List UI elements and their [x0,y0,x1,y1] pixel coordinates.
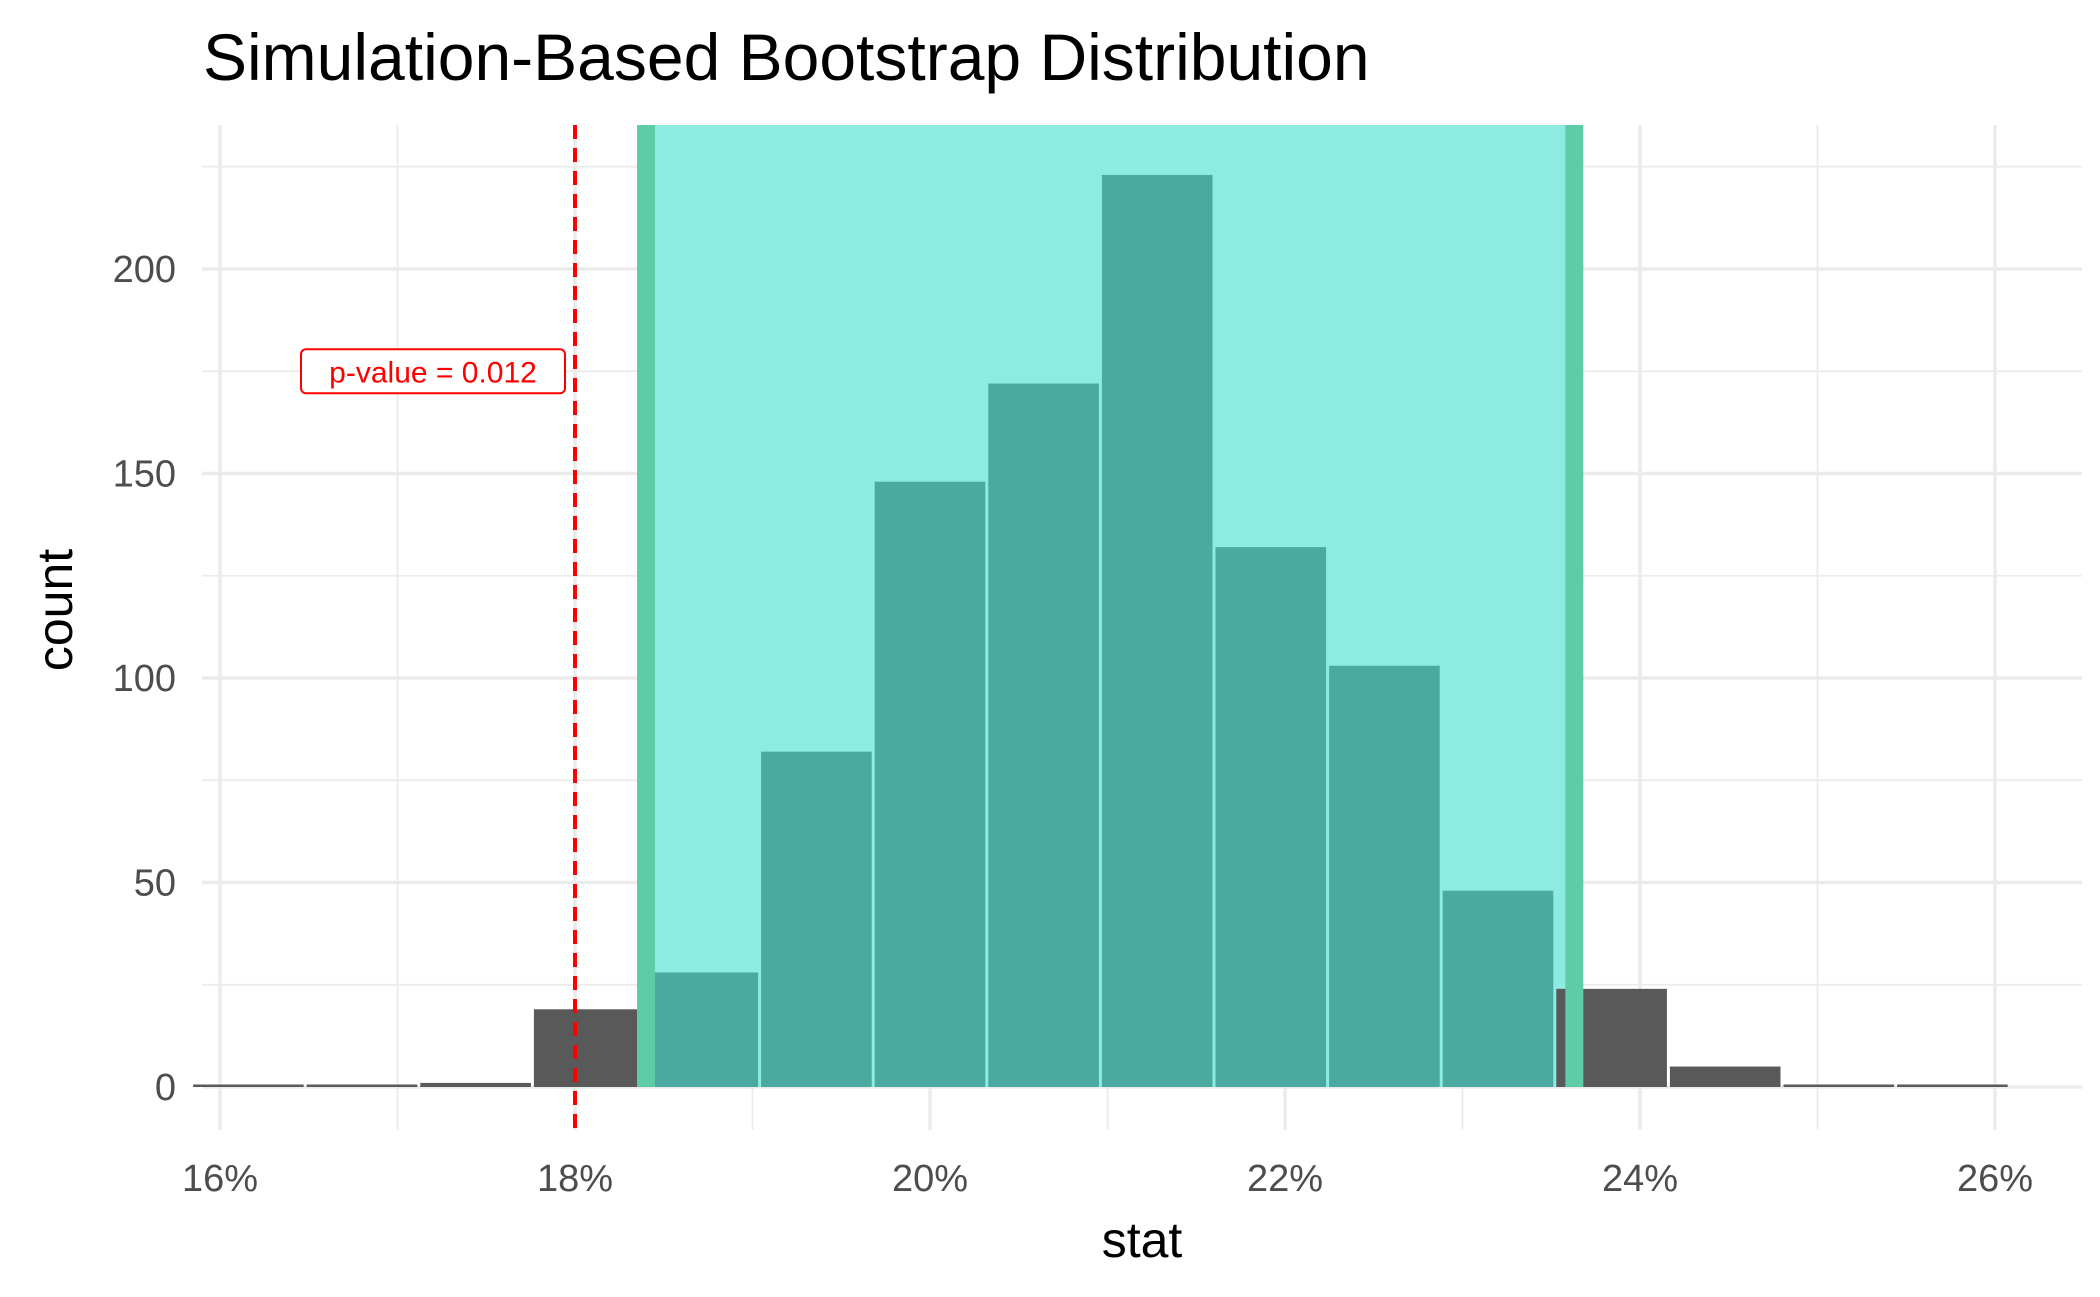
histogram-bar [1215,547,1327,1087]
y-tick-label: 200 [113,249,176,291]
chart-title: Simulation-Based Bootstrap Distribution [203,20,1370,94]
histogram-bar [533,1009,645,1087]
y-tick-label: 50 [134,863,176,905]
histogram-bar [1442,890,1554,1087]
y-tick-label: 0 [155,1067,176,1109]
histogram-bar [761,751,872,1087]
histogram-bar [1669,1066,1781,1087]
x-tick-label: 20% [892,1158,968,1200]
ci-edge-line [637,125,655,1087]
x-tick-label: 26% [1957,1158,2033,1200]
histogram-bar [1101,174,1213,1087]
observed-stat-marker: p-value = 0.012 [300,125,577,1130]
p-value-label-box [300,348,566,395]
p-value-annotation: p-value = 0.012 [329,356,537,389]
histogram-bar [874,481,986,1087]
axis-tick-labels: 16% 18% 20% 22% 24% 26% 0 50 100 150 200 [113,249,2033,1200]
histogram-bars [193,174,2008,1087]
histogram-bar [420,1082,531,1087]
x-tick-label: 16% [182,1158,258,1200]
histogram-bar [306,1084,418,1087]
histogram-bar [1897,1084,2008,1087]
histogram-bar [1783,1084,1895,1087]
x-tick-label: 22% [1247,1158,1323,1200]
x-axis-title: stat [1102,1212,1183,1268]
y-tick-label: 150 [113,454,176,496]
confidence-interval-edges [637,125,1584,1087]
y-axis-title: count [27,549,83,671]
x-tick-label: 18% [537,1158,613,1200]
histogram-bar [988,383,1099,1087]
histogram-bar [647,972,759,1087]
x-tick-label: 24% [1602,1158,1678,1200]
histogram-bar [193,1084,304,1087]
y-tick-label: 100 [113,658,176,700]
histogram-bar [1329,665,1440,1087]
ci-edge-line [1565,125,1584,1087]
